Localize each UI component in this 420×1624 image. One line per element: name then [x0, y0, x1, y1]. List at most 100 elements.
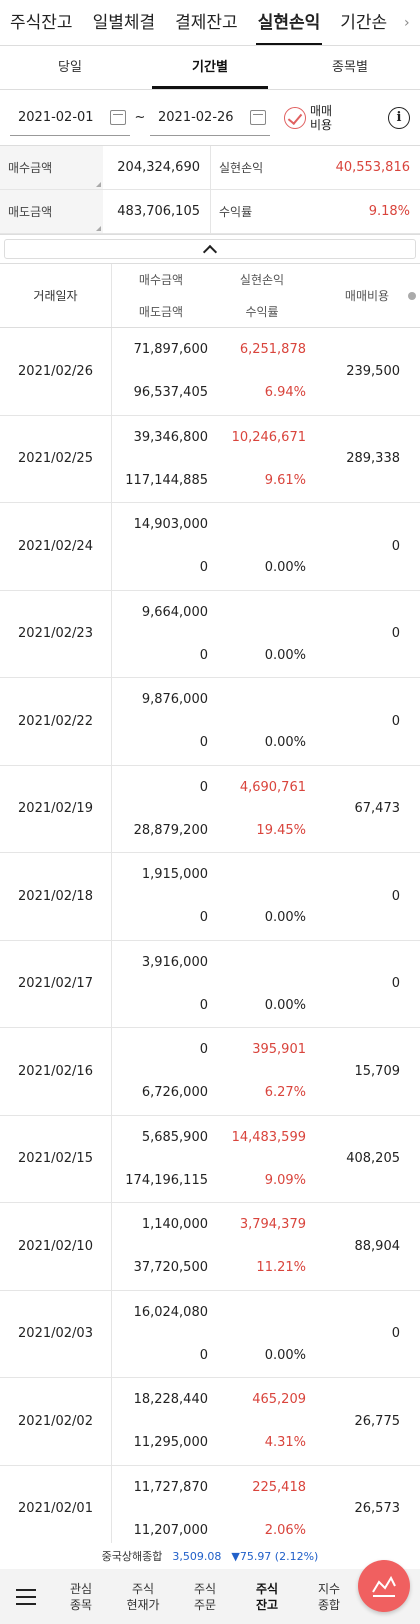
sell-amount-label: 매도금액 — [0, 190, 103, 234]
bottom-nav-item-4[interactable]: 지수 종합 — [317, 1581, 341, 1612]
row-return: 0.00% — [264, 647, 306, 663]
row-realized: 4,690,761 — [239, 779, 306, 795]
row-realized: 3,794,379 — [239, 1217, 306, 1233]
row-cost: 26,573 — [354, 1501, 401, 1517]
calendar-icon[interactable] — [250, 109, 266, 125]
table-row[interactable]: 2021/02/23 9,664,000 0 0.00% 0 — [0, 590, 420, 678]
index-ticker[interactable]: 중국상해종합 3,509.08 ▼75.97 (2.12%) — [0, 1543, 420, 1569]
row-sell: 11,295,000 — [133, 1435, 208, 1451]
bottom-nav-item-0[interactable]: 관심 종목 — [69, 1581, 93, 1612]
tab-1[interactable]: 일별체결 — [92, 12, 156, 33]
row-date: 2021/02/10 — [0, 1203, 112, 1290]
end-date-field[interactable]: 2021-02-26 — [150, 100, 270, 136]
row-sell: 6,726,000 — [141, 1085, 208, 1101]
row-return: 19.45% — [256, 822, 306, 838]
row-return: 0.00% — [264, 1347, 306, 1363]
row-return: 0.00% — [264, 997, 306, 1013]
calendar-icon[interactable] — [110, 109, 126, 125]
row-buy: 16,024,080 — [133, 1304, 208, 1320]
check-circle-icon[interactable] — [284, 106, 306, 129]
end-date-value: 2021-02-26 — [158, 109, 234, 125]
row-date: 2021/02/26 — [0, 328, 112, 415]
table-row[interactable]: 2021/02/25 39,346,800 117,144,885 10,246,67… — [0, 415, 420, 503]
row-date: 2021/02/17 — [0, 940, 112, 1027]
sell-amount-value: 483,706,105 — [103, 190, 210, 234]
table-row[interactable]: 2021/02/24 14,903,000 0 0.00% 0 — [0, 503, 420, 591]
chart-button[interactable] — [358, 1560, 410, 1612]
table-header: 거래일자 매수금액 매도금액 실현손익 수익률 매매비용 — [0, 264, 420, 328]
row-realized: 14,483,599 — [231, 1129, 306, 1145]
row-cost: 0 — [391, 888, 400, 904]
row-return: 0.00% — [264, 735, 306, 751]
row-buy: 0 — [199, 779, 208, 795]
row-cost: 26,775 — [354, 1413, 401, 1429]
table-row[interactable]: 2021/02/22 9,876,000 0 0.00% 0 — [0, 678, 420, 766]
table-row[interactable]: 2021/02/02 18,228,440 11,295,000 465,209 4.3… — [0, 1378, 420, 1466]
table-row[interactable]: 2021/02/16 0 6,726,000 395,901 6.27% 15,709 — [0, 1028, 420, 1116]
date-separator: ~ — [134, 110, 146, 125]
row-realized: 6,251,878 — [239, 342, 306, 358]
table-row[interactable]: 2021/02/19 0 28,879,200 4,690,761 19.45% 67,4… — [0, 765, 420, 853]
row-realized: 10,246,671 — [231, 429, 306, 445]
header-cost[interactable]: 매매비용 — [314, 264, 420, 327]
row-cost: 0 — [391, 626, 400, 642]
return-rate-label: 수익률 — [210, 190, 313, 234]
top-tab-bar: 주식잔고 일별체결 결제잔고 실현손익 기간손 › — [0, 0, 420, 46]
row-date: 2021/02/18 — [0, 853, 112, 940]
table-row[interactable]: 2021/02/17 3,916,000 0 0.00% 0 — [0, 940, 420, 1028]
ticker-name: 중국상해종합 — [101, 1550, 163, 1563]
menu-icon[interactable] — [0, 1569, 50, 1624]
collapse-button[interactable] — [4, 239, 416, 259]
row-cost: 67,473 — [354, 801, 401, 817]
row-realized: 225,418 — [252, 1479, 306, 1495]
header-sell: 매도금액 — [138, 304, 184, 319]
tab-4[interactable]: 기간손 — [340, 12, 388, 33]
row-sell: 117,144,885 — [125, 472, 208, 488]
tab-2[interactable]: 결제잔고 — [175, 12, 238, 33]
tab-3[interactable]: 실현손익 — [248, 0, 331, 45]
subtab-0[interactable]: 당일 — [58, 60, 82, 75]
table-row[interactable]: 2021/02/15 5,685,900 174,196,115 14,483,599… — [0, 1115, 420, 1203]
row-sell: 0 — [199, 997, 208, 1013]
table-row[interactable]: 2021/02/03 16,024,080 0 0.00% 0 — [0, 1290, 420, 1378]
row-sell: 0 — [199, 735, 208, 751]
row-return: 9.61% — [264, 472, 306, 488]
header-buy: 매수금액 — [138, 273, 184, 288]
table-row[interactable]: 2021/02/18 1,915,000 0 0.00% 0 — [0, 853, 420, 941]
table-row[interactable]: 2021/02/01 11,727,870 11,207,000 225,418 2.0… — [0, 1465, 420, 1553]
info-icon[interactable]: i — [388, 106, 410, 129]
table-row[interactable]: 2021/02/26 71,897,600 96,537,405 6,251,878 6… — [0, 328, 420, 416]
row-buy: 39,346,800 — [133, 429, 208, 445]
row-date: 2021/02/25 — [0, 415, 112, 502]
row-buy: 14,903,000 — [133, 517, 208, 533]
tab-0[interactable]: 주식잔고 — [10, 12, 73, 33]
row-buy: 0 — [199, 1042, 208, 1058]
buy-amount-value: 204,324,690 — [103, 146, 210, 190]
bottom-nav-item-3[interactable]: 주식 잔고 — [255, 1581, 279, 1612]
row-return: 9.09% — [264, 1172, 306, 1188]
trading-cost-label: 매매 비용 — [310, 103, 333, 132]
row-buy: 1,140,000 — [141, 1217, 208, 1233]
bottom-nav-item-1[interactable]: 주식 현재가 — [126, 1581, 160, 1612]
row-date: 2021/02/03 — [0, 1290, 112, 1377]
row-date: 2021/02/01 — [0, 1465, 112, 1552]
bottom-nav-item-2[interactable]: 주식 주문 — [193, 1581, 217, 1612]
trading-cost-checkbox[interactable]: 매매 비용 — [284, 104, 336, 132]
row-sell: 0 — [199, 560, 208, 576]
row-sell: 174,196,115 — [125, 1172, 208, 1188]
start-date-field[interactable]: 2021-02-01 — [10, 100, 130, 136]
chevron-up-icon — [202, 244, 218, 259]
subtab-1[interactable]: 기간별 — [140, 46, 280, 89]
table-row[interactable]: 2021/02/10 1,140,000 37,720,500 3,794,379 11… — [0, 1203, 420, 1291]
chevron-right-icon[interactable]: › — [404, 0, 420, 45]
subtab-2[interactable]: 종목별 — [332, 60, 368, 75]
row-cost: 0 — [391, 976, 400, 992]
header-return: 수익률 — [245, 304, 279, 319]
row-cost: 88,904 — [354, 1238, 401, 1254]
row-date: 2021/02/24 — [0, 503, 112, 590]
row-return: 4.31% — [264, 1435, 306, 1451]
row-sell: 0 — [199, 910, 208, 926]
row-sell: 11,207,000 — [133, 1522, 208, 1538]
row-date: 2021/02/15 — [0, 1115, 112, 1202]
row-return: 11.21% — [256, 1260, 306, 1276]
